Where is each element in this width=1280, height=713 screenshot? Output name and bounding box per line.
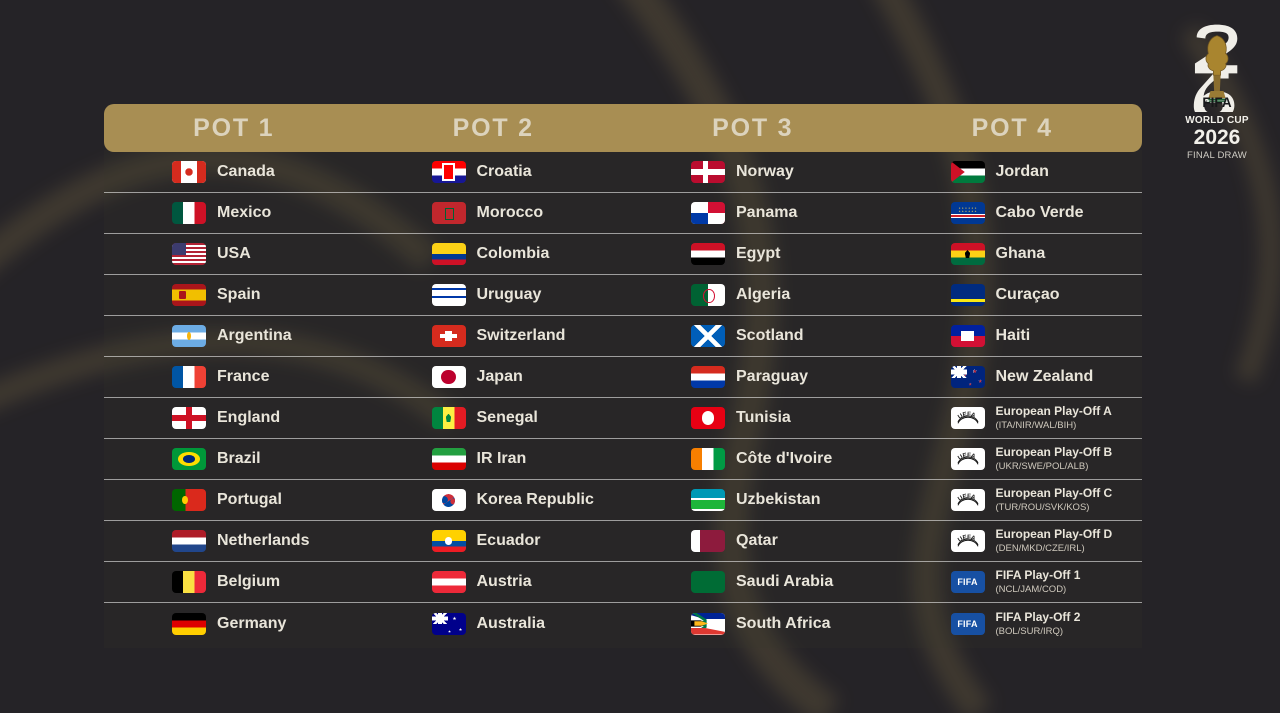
svg-text:UEFA: UEFA [956, 534, 976, 544]
svg-text:FIFA: FIFA [1202, 95, 1231, 110]
svg-text:UEFA: UEFA [956, 452, 976, 462]
svg-text:UEFA: UEFA [956, 411, 976, 421]
svg-text:UEFA: UEFA [956, 493, 976, 503]
